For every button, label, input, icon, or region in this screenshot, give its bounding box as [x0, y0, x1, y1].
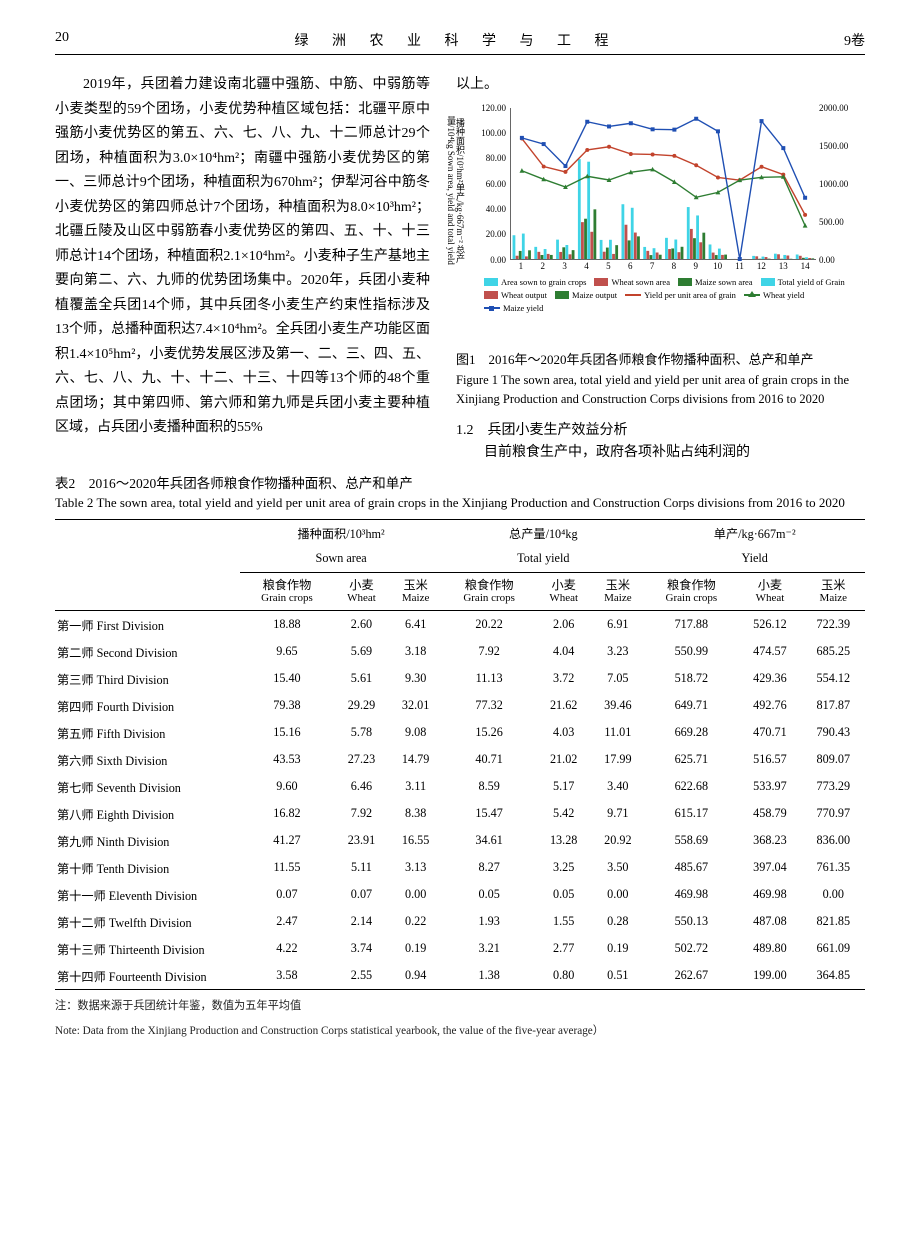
volume: 9卷 — [844, 30, 865, 50]
journal-title: 绿 洲 农 业 科 学 与 工 程 — [69, 30, 844, 50]
figure-1-chart: 播种面积/10³hm²单产/kg·667m⁻² 总产量/10⁴kg Sown a… — [456, 104, 861, 344]
page-header: 20 绿 洲 农 业 科 学 与 工 程 9卷 — [55, 30, 865, 55]
data-table: 播种面积/10³hm²总产量/10⁴kg单产/kg·667m⁻²Sown are… — [55, 519, 865, 990]
y-axis-left-label: 播种面积/10³hm²单产/kg·667m⁻² 总产量/10⁴kg Sown a… — [450, 106, 464, 276]
table-note-cn: 注：数据来源于兵团统计年鉴，数值为五年平均值 — [55, 998, 865, 1015]
two-column-region: 2019年，兵团着力建设南北疆中强筋、中筋、中弱筋等小麦类型的59个团场，小麦优… — [55, 73, 865, 465]
continuation-text: 以上。 — [456, 73, 861, 98]
chart-plot-area — [510, 108, 816, 260]
section-heading: 1.2 兵团小麦生产效益分析 — [456, 419, 861, 439]
right-column: 以上。 播种面积/10³hm²单产/kg·667m⁻² 总产量/10⁴kg So… — [456, 73, 861, 465]
figure-caption-cn: 图1 2016年～2020年兵团各师粮食作物播种面积、总产和单产 — [456, 350, 861, 370]
page-number: 20 — [55, 30, 69, 50]
figure-caption-en: Figure 1 The sown area, total yield and … — [456, 371, 861, 409]
section-body: 目前粮食生产中，政府各项补贴占纯利润的 — [456, 441, 861, 466]
left-column: 2019年，兵团着力建设南北疆中强筋、中筋、中弱筋等小麦类型的59个团场，小麦优… — [55, 73, 430, 465]
body-paragraph: 2019年，兵团着力建设南北疆中强筋、中筋、中弱筋等小麦类型的59个团场，小麦优… — [55, 73, 430, 441]
table-title-en: Table 2 The sown area, total yield and y… — [55, 494, 865, 513]
chart-legend: Area sown to grain cropsWheat sown areaM… — [484, 277, 854, 314]
table-title-cn: 表2 2016～2020年兵团各师粮食作物播种面积、总产和单产 — [55, 475, 865, 494]
table-note-en: Note: Data from the Xinjiang Production … — [55, 1023, 865, 1040]
